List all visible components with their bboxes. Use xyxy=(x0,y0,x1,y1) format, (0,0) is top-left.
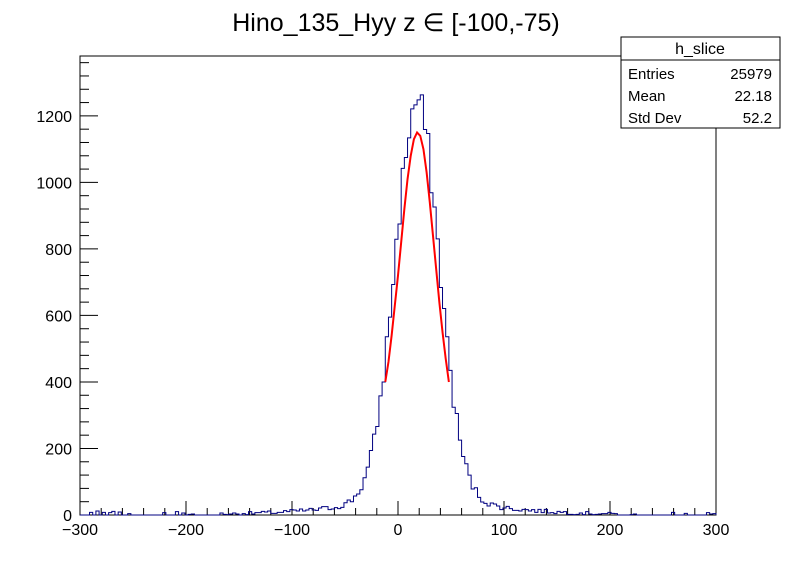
x-tick-label: 0 xyxy=(394,522,403,539)
y-tick-label: 200 xyxy=(45,441,72,458)
x-tick-label: 200 xyxy=(597,522,624,539)
gaussian-fit-curve xyxy=(384,130,450,383)
stats-label-mean: Mean xyxy=(628,88,666,105)
x-tick-label: −200 xyxy=(168,522,204,539)
stats-value-entries: 25979 xyxy=(730,66,772,83)
y-tick-label: 600 xyxy=(45,308,72,325)
x-tick-label: −300 xyxy=(62,522,98,539)
y-tick-label: 1000 xyxy=(36,175,72,192)
y-tick-label: 1200 xyxy=(36,109,72,126)
x-tick-label: −100 xyxy=(274,522,310,539)
stats-label-entries: Entries xyxy=(628,66,675,83)
stats-label-stddev: Std Dev xyxy=(628,110,682,127)
stats-value-stddev: 52.2 xyxy=(743,110,772,127)
y-tick-label: 400 xyxy=(45,375,72,392)
stats-title: h_slice xyxy=(675,41,725,58)
axis-ticks xyxy=(79,62,717,516)
y-tick-label: 800 xyxy=(45,242,72,259)
stats-box-frame xyxy=(620,36,781,129)
x-tick-labels: −300 −200 −100 0 100 200 300 xyxy=(62,522,729,539)
x-tick-label: 100 xyxy=(491,522,518,539)
chart-title: Hino_135_Hyy z ∈ [-100,-75) xyxy=(232,9,560,37)
stats-value-mean: 22.18 xyxy=(734,88,772,105)
histogram-series xyxy=(80,94,717,516)
x-tick-label: 300 xyxy=(703,522,730,539)
y-tick-label: 0 xyxy=(63,508,72,525)
y-tick-labels: 0 200 400 600 800 1000 1200 xyxy=(36,109,72,525)
stats-box: h_slice Entries 25979 Mean 22.18 Std Dev… xyxy=(620,36,781,129)
